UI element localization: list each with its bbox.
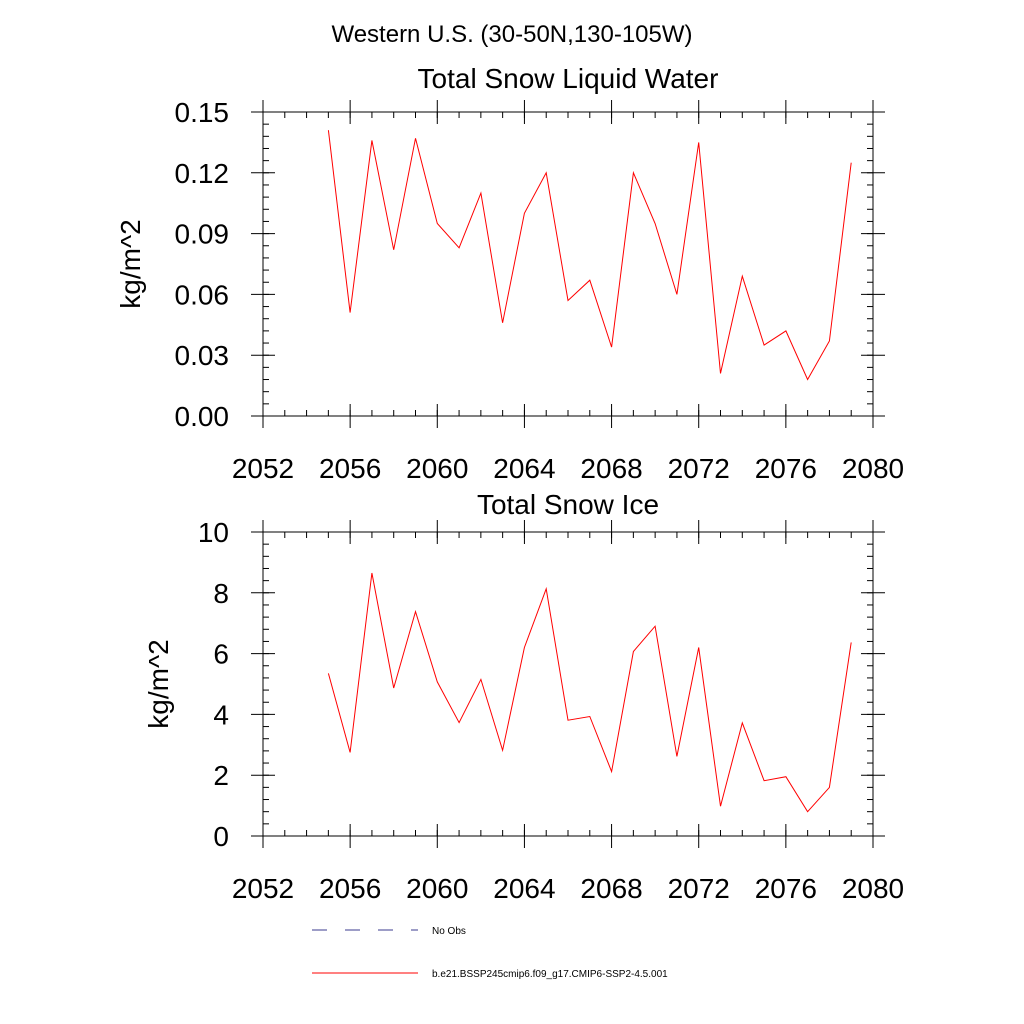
x-tick-label: 2068 — [580, 873, 642, 904]
x-tick-label: 2056 — [319, 453, 381, 484]
legend-no-obs-label: No Obs — [432, 926, 466, 937]
x-tick-label: 2072 — [668, 873, 730, 904]
x-tick-label: 2080 — [842, 873, 904, 904]
y-axis-label: kg/m^2 — [143, 639, 174, 728]
x-tick-label: 2052 — [232, 453, 294, 484]
y-tick-label: 0 — [213, 821, 229, 852]
x-tick-label: 2076 — [755, 873, 817, 904]
legend-model-label: b.e21.BSSP245cmip6.f09_g17.CMIP6-SSP2-4.… — [432, 969, 668, 980]
y-tick-label: 0.03 — [175, 340, 230, 371]
chart-title: Total Snow Liquid Water — [418, 63, 719, 94]
x-tick-label: 2068 — [580, 453, 642, 484]
x-tick-label: 2080 — [842, 453, 904, 484]
y-tick-label: 0.12 — [175, 158, 230, 189]
y-tick-label: 10 — [198, 517, 229, 548]
y-tick-label: 6 — [213, 639, 229, 670]
y-tick-label: 0.15 — [175, 97, 230, 128]
x-tick-label: 2060 — [406, 453, 468, 484]
x-tick-label: 2064 — [493, 453, 555, 484]
y-tick-label: 0.06 — [175, 279, 230, 310]
legend: No Obs b.e21.BSSP245cmip6.f09_g17.CMIP6-… — [312, 926, 668, 980]
figure-title: Western U.S. (30-50N,130-105W) — [331, 21, 692, 48]
x-tick-label: 2072 — [668, 453, 730, 484]
plot-frame — [262, 111, 874, 417]
series-line — [327, 130, 852, 381]
x-tick-label: 2076 — [755, 453, 817, 484]
plot-frame — [262, 531, 874, 837]
x-tick-label: 2056 — [319, 873, 381, 904]
x-tick-label: 2064 — [493, 873, 555, 904]
series-line — [327, 572, 852, 813]
y-tick-label: 4 — [213, 699, 229, 730]
x-tick-label: 2060 — [406, 873, 468, 904]
x-tick-label: 2052 — [232, 873, 294, 904]
y-axis-label: kg/m^2 — [115, 219, 146, 308]
y-tick-label: 0.09 — [175, 219, 230, 250]
chart-title: Total Snow Ice — [477, 489, 659, 520]
y-tick-label: 2 — [213, 760, 229, 791]
y-tick-label: 0.00 — [175, 401, 230, 432]
panel-snow-liquid-water: Total Snow Liquid Water kg/m^2 0.00 0.03 0.0… — [115, 63, 904, 484]
panel-snow-ice: Total Snow Ice kg/m^2 0 2 4 6 8 10 2052 2056 2060 2… — [143, 489, 904, 904]
y-tick-label: 8 — [213, 578, 229, 609]
